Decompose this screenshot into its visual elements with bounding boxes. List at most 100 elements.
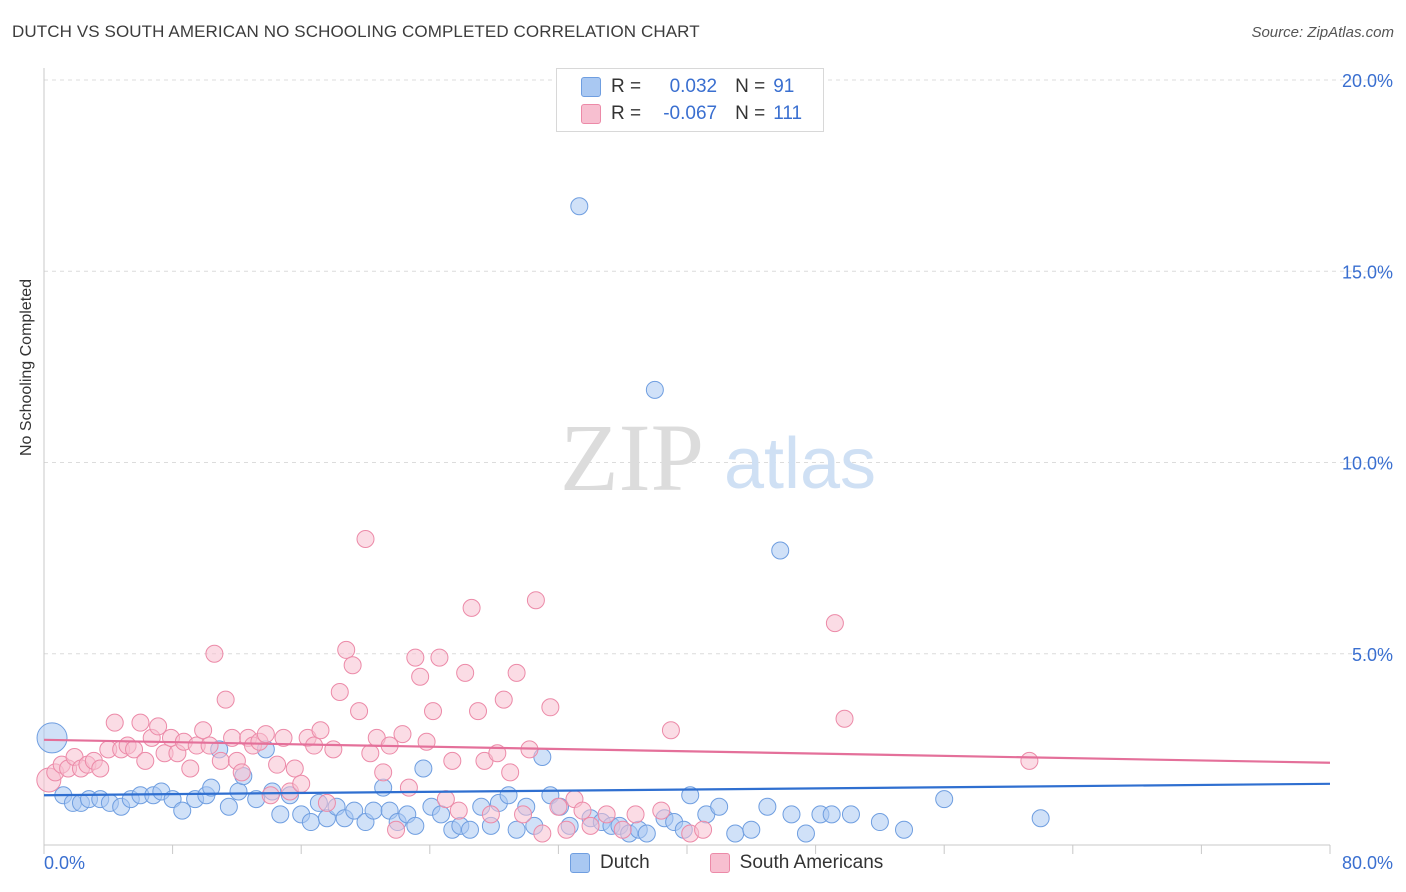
legend-r-value-dutch: 0.032 xyxy=(669,76,718,97)
south-american-point xyxy=(411,667,430,686)
legend-n-value-south-americans: 111 xyxy=(773,103,803,124)
south-american-point xyxy=(232,763,251,782)
watermark-zip: ZIP xyxy=(560,404,704,511)
south-american-point xyxy=(200,736,219,755)
legend-swatch-dutch xyxy=(581,77,601,97)
dutch-point xyxy=(895,820,914,839)
south-american-point xyxy=(261,786,280,805)
data-points xyxy=(36,197,1050,843)
south-american-point xyxy=(91,759,110,778)
south-american-point xyxy=(311,721,330,740)
south-american-point xyxy=(507,663,526,682)
south-american-point xyxy=(557,820,576,839)
south-american-point xyxy=(825,614,844,633)
dutch-point xyxy=(406,816,425,835)
south-american-point xyxy=(652,801,671,820)
dutch-point xyxy=(681,786,700,805)
south-american-point xyxy=(256,725,275,744)
south-american-point xyxy=(131,713,150,732)
south-american-point xyxy=(456,663,475,682)
south-american-point xyxy=(835,709,854,728)
south-american-point xyxy=(337,640,356,659)
south-americans-trend-line xyxy=(43,738,1331,764)
south-american-point xyxy=(274,728,293,747)
south-american-point xyxy=(181,759,200,778)
south-american-point xyxy=(211,751,230,770)
south-american-point xyxy=(350,702,369,721)
south-american-point xyxy=(330,683,349,701)
x-tick-label-max: 80.0% xyxy=(1342,853,1393,873)
south-american-point xyxy=(469,702,488,721)
y-tick-label: 20.0% xyxy=(1342,71,1393,91)
series-legend: Dutch South Americans xyxy=(570,852,883,874)
series-legend-label-south-americans: South Americans xyxy=(739,852,884,873)
dutch-point xyxy=(271,805,290,824)
dutch-point xyxy=(374,778,393,797)
dutch-point xyxy=(841,805,860,824)
dutch-point xyxy=(229,782,248,801)
south-american-point xyxy=(541,698,560,717)
legend-swatch-south-americans xyxy=(581,104,601,124)
south-american-point xyxy=(406,648,425,667)
legend-n-label: N = xyxy=(735,76,766,97)
south-american-point xyxy=(317,793,336,812)
dutch-point xyxy=(771,541,790,560)
south-american-point xyxy=(626,805,645,824)
south-american-point xyxy=(501,763,520,782)
dutch-point xyxy=(219,797,238,816)
tick-labels: 5.0% 10.0% 15.0% 20.0% 0.0% 80.0% xyxy=(44,71,1393,873)
south-american-point xyxy=(462,598,481,617)
dutch-point xyxy=(870,813,889,832)
south-american-point xyxy=(533,824,552,843)
south-american-point xyxy=(449,801,468,820)
south-american-point xyxy=(374,763,393,782)
south-american-point xyxy=(613,820,632,839)
dutch-point xyxy=(499,786,518,805)
dutch-point xyxy=(637,824,656,843)
south-american-point xyxy=(216,690,235,709)
south-american-point xyxy=(393,725,412,744)
legend-row-dutch: R = 0.032 N = 91 xyxy=(557,74,794,100)
watermark-atlas: atlas xyxy=(724,424,876,504)
dutch-point xyxy=(710,797,729,816)
y-tick-label: 15.0% xyxy=(1342,262,1393,282)
y-tick-label: 10.0% xyxy=(1342,454,1393,474)
legend-r-value-south-americans: -0.067 xyxy=(663,103,718,124)
south-american-point xyxy=(387,820,406,839)
stats-legend: R = 0.032 N = 91 R = -0.067 N = 111 xyxy=(556,68,824,132)
south-american-point xyxy=(481,805,500,824)
dutch-point xyxy=(345,801,364,820)
dutch-point xyxy=(460,820,479,839)
series-legend-swatch-dutch xyxy=(570,853,590,873)
dutch-point xyxy=(822,805,841,824)
south-american-point xyxy=(268,755,287,774)
legend-n-value-dutch: 91 xyxy=(773,76,795,97)
legend-n-label: N = xyxy=(735,103,766,124)
y-tick-label: 5.0% xyxy=(1352,645,1393,665)
dutch-point xyxy=(645,380,664,399)
dutch-point xyxy=(432,805,451,824)
south-american-point xyxy=(430,648,449,667)
south-american-point xyxy=(694,820,713,839)
watermark: ZIP atlas xyxy=(560,404,876,511)
dutch-point xyxy=(796,824,815,843)
south-american-point xyxy=(399,778,418,797)
gridlines xyxy=(44,79,1390,655)
axes xyxy=(43,68,1331,854)
legend-row-south-americans: R = -0.067 N = 111 xyxy=(557,101,802,127)
dutch-point xyxy=(173,801,192,820)
legend-r-label: R = xyxy=(611,103,642,124)
south-american-point xyxy=(526,591,545,610)
south-american-point xyxy=(443,751,462,770)
dutch-point xyxy=(414,759,433,778)
dutch-point xyxy=(742,820,761,839)
x-tick-label-min: 0.0% xyxy=(44,853,85,873)
dutch-trend-line xyxy=(43,782,1331,797)
south-american-point xyxy=(494,690,513,709)
south-american-point xyxy=(573,801,592,820)
dutch-point xyxy=(726,824,745,843)
dutch-point xyxy=(570,197,589,216)
south-american-point xyxy=(105,713,124,732)
south-american-point xyxy=(285,759,304,778)
